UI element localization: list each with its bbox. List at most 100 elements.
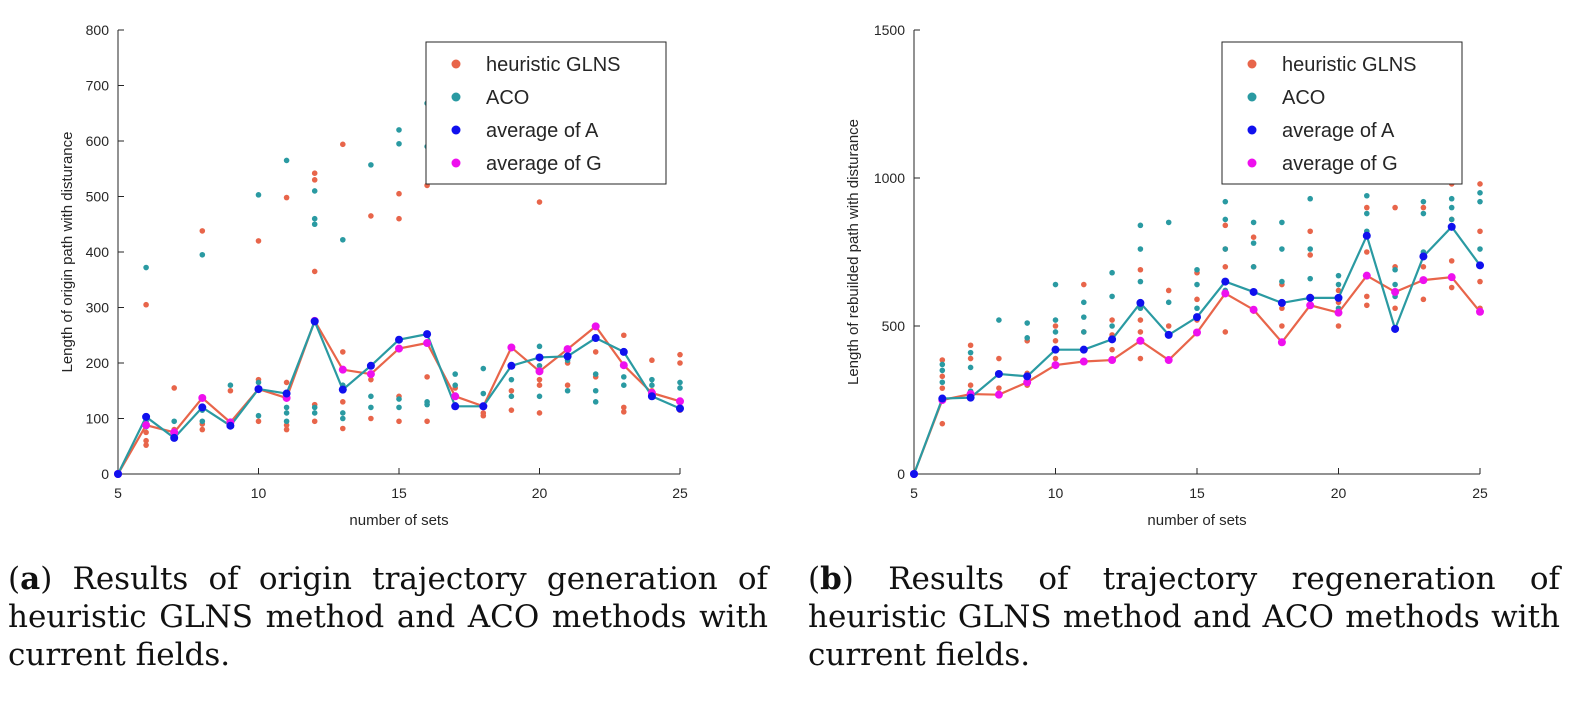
average-g-point (619, 361, 628, 370)
aco-point (564, 387, 571, 394)
glns-point (1335, 287, 1342, 294)
glns-point (1364, 249, 1370, 255)
average-a-point (423, 330, 432, 339)
glns-point (1137, 329, 1144, 335)
aco-point (452, 371, 459, 377)
x-tick-label: 25 (672, 485, 688, 501)
aco-point (1448, 195, 1455, 202)
y-tick-label: 300 (86, 300, 110, 316)
glns-point (621, 404, 627, 411)
aco-point (1165, 299, 1172, 306)
glns-point (536, 410, 543, 416)
caption-b: (b) Results of trajectory regeneration o… (808, 561, 1560, 673)
aco-point (677, 379, 683, 386)
aco-point (1081, 314, 1087, 320)
glns-point (1052, 338, 1059, 344)
aco-point (649, 376, 655, 383)
glns-point (1477, 278, 1483, 285)
aco-point (480, 365, 487, 372)
average-g-point (1221, 289, 1230, 298)
legend-marker (451, 158, 461, 168)
glns-point (1279, 305, 1285, 312)
aco-point (1477, 198, 1483, 205)
aco-point (1250, 240, 1257, 246)
legend-marker (451, 59, 461, 69)
average-a-point (170, 433, 179, 442)
x-tick-label: 10 (251, 485, 267, 501)
glns-point (311, 268, 318, 275)
aco-point (311, 215, 318, 222)
glns-point (1165, 323, 1172, 329)
average-a-point (1447, 222, 1456, 231)
aco-point (199, 418, 206, 425)
legend-label: average of G (1282, 153, 1398, 175)
glns-point (255, 418, 262, 425)
aco-point (536, 393, 543, 400)
glns-point (1477, 228, 1483, 235)
average-g-point (198, 393, 207, 402)
average-a-point (1136, 298, 1145, 307)
glns-point (283, 426, 290, 433)
x-tick-label: 15 (1189, 485, 1205, 501)
aco-point (1109, 323, 1115, 329)
average-g-point (451, 392, 460, 401)
aco-point (1052, 317, 1059, 323)
x-tick-label: 5 (910, 485, 918, 501)
aco-point (1024, 335, 1030, 341)
average-a-point (451, 402, 460, 411)
y-tick-label: 500 (86, 189, 110, 205)
aco-point (340, 415, 346, 422)
average-g-point (994, 390, 1003, 399)
aco-point (1165, 219, 1172, 226)
average-g-point (423, 339, 432, 348)
aco-point (939, 367, 946, 374)
average-g-point (1079, 357, 1088, 366)
glns-point (396, 215, 402, 222)
average-g-point (591, 322, 600, 331)
average-g-point (395, 344, 403, 353)
glns-point (171, 385, 177, 391)
glns-point (1307, 252, 1313, 258)
legend-label: ACO (1282, 87, 1325, 109)
aco-point (396, 127, 402, 133)
x-axis-label: number of sets (349, 512, 448, 529)
glns-point (143, 301, 149, 308)
aco-point (621, 382, 627, 389)
average-g-point (1334, 308, 1343, 317)
average-a-point (994, 369, 1003, 378)
glns-point (1364, 204, 1370, 211)
aco-point (1279, 219, 1285, 226)
glns-point (1279, 323, 1285, 329)
aco-point (283, 157, 290, 164)
y-axis-label: Length of origin path with disturance (59, 132, 76, 373)
x-tick-label: 20 (1331, 485, 1347, 501)
aco-point (592, 371, 599, 377)
glns-point (1222, 222, 1229, 229)
glns-point (368, 376, 374, 383)
y-tick-label: 0 (101, 466, 109, 482)
aco-point (1250, 219, 1257, 226)
caption-a: (a) Results of origin trajectory generat… (8, 561, 768, 673)
aco-point (396, 396, 402, 402)
y-tick-label: 700 (86, 78, 110, 94)
aco-point (508, 376, 515, 383)
glns-point (564, 382, 571, 389)
aco-point (1307, 195, 1313, 202)
average-a-line (912, 225, 1481, 475)
y-tick-label: 400 (86, 244, 110, 260)
aco-point (1335, 281, 1342, 288)
glns-point (1222, 329, 1229, 335)
x-tick-label: 10 (1048, 485, 1064, 501)
average-g-point (366, 370, 375, 379)
glns-point (340, 399, 346, 405)
aco-point (171, 418, 177, 425)
x-tick-label: 25 (1472, 485, 1488, 501)
average-a-point (310, 317, 319, 326)
aco-point (1137, 222, 1144, 229)
y-tick-label: 1500 (874, 22, 905, 38)
aco-point (649, 382, 655, 389)
legend-marker (1247, 158, 1257, 168)
legend-marker (451, 125, 461, 135)
glns-point (536, 382, 543, 389)
aco-point (1420, 210, 1427, 217)
